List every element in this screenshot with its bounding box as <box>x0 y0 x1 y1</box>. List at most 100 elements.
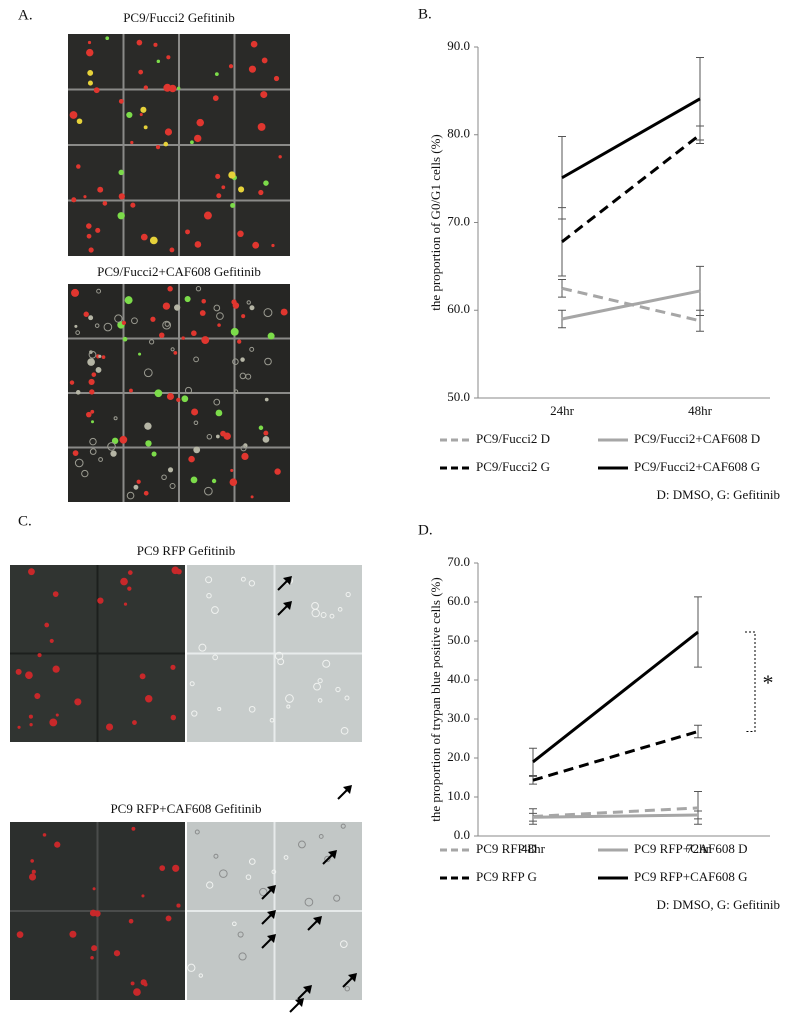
cell <box>176 397 181 402</box>
cell <box>145 440 152 447</box>
cell <box>169 247 175 253</box>
cell <box>176 568 182 575</box>
cell <box>164 128 173 136</box>
cell <box>87 40 92 45</box>
cell <box>260 91 268 99</box>
cell <box>74 458 84 468</box>
cell <box>269 717 275 723</box>
cell <box>49 638 54 643</box>
cell <box>154 389 163 398</box>
series-line <box>561 289 701 321</box>
cell <box>98 457 103 462</box>
cell <box>313 682 321 691</box>
cell <box>140 233 148 241</box>
cell <box>232 358 239 365</box>
cell <box>237 230 244 238</box>
y-axis-label: the proportion of trypan blue positive c… <box>428 577 443 821</box>
cell <box>130 140 134 145</box>
cell <box>86 233 92 239</box>
cell <box>138 69 144 75</box>
cell <box>206 881 214 889</box>
cell <box>87 358 95 366</box>
cell <box>221 185 226 190</box>
cell <box>44 622 50 628</box>
cell <box>190 476 198 484</box>
series-line <box>532 730 699 782</box>
cell <box>123 602 128 606</box>
cell <box>118 98 124 104</box>
cell <box>31 869 36 874</box>
cell <box>91 945 98 952</box>
cell <box>141 894 145 898</box>
cell <box>267 332 275 340</box>
cell <box>95 227 101 233</box>
cell <box>181 395 189 403</box>
cell <box>143 368 153 378</box>
cell <box>189 681 195 687</box>
cell <box>92 887 96 891</box>
cell <box>263 430 269 436</box>
cell <box>259 887 268 897</box>
cell <box>54 841 61 848</box>
cell <box>140 106 147 113</box>
cell <box>88 315 94 321</box>
cell <box>271 869 277 875</box>
cell <box>193 446 201 454</box>
arrow-head <box>295 998 304 1007</box>
cell <box>250 495 254 499</box>
y-tick-label: 90.0 <box>447 38 470 53</box>
cell <box>55 713 59 717</box>
cell <box>122 336 128 342</box>
cell <box>238 952 247 961</box>
error-bar <box>694 724 702 739</box>
legend-label: PC9/Fucci2+CAF608 D <box>634 431 760 446</box>
image-title: PC9 RFP+CAF608 Gefitinib <box>110 801 261 816</box>
cell <box>340 726 349 735</box>
cell <box>339 940 348 948</box>
y-tick-label: 70.0 <box>447 554 470 569</box>
cell <box>136 479 141 484</box>
cell <box>322 659 331 668</box>
series-line <box>532 813 699 819</box>
cell <box>105 723 114 731</box>
cell <box>136 39 143 46</box>
cell <box>193 420 199 426</box>
cell <box>120 577 128 586</box>
cell <box>151 451 157 457</box>
cell <box>30 859 34 863</box>
cell <box>335 686 341 693</box>
cell <box>16 931 24 938</box>
cell <box>206 434 213 440</box>
cell <box>156 59 161 64</box>
cell <box>340 823 346 829</box>
cell <box>173 304 181 311</box>
cell <box>298 840 306 849</box>
legend-label: PC9/Fucci2+CAF608 G <box>634 459 760 474</box>
cell <box>216 193 222 199</box>
cell <box>264 397 269 402</box>
cell <box>257 123 266 131</box>
cell <box>133 484 139 490</box>
cell <box>337 607 343 612</box>
cell <box>230 202 236 208</box>
y-tick-label: 10.0 <box>447 788 470 803</box>
cell <box>205 576 213 584</box>
cell <box>190 140 194 145</box>
cell <box>74 324 78 328</box>
x-tick-label: 24hr <box>550 403 575 418</box>
cell <box>176 903 181 908</box>
panel-label: C. <box>18 513 32 529</box>
cell <box>75 330 81 335</box>
cell <box>87 69 94 76</box>
cell <box>127 570 133 575</box>
y-axis-label: the proportion of G0/G1 cells (%) <box>428 134 443 311</box>
cell <box>69 380 75 385</box>
image-title: PC9/Fucci2+CAF608 Gefitinib <box>97 264 261 279</box>
cell <box>215 409 223 417</box>
cell <box>87 80 93 86</box>
cell <box>203 211 212 220</box>
cell <box>273 75 280 82</box>
cell <box>238 186 245 193</box>
cell <box>324 855 331 863</box>
